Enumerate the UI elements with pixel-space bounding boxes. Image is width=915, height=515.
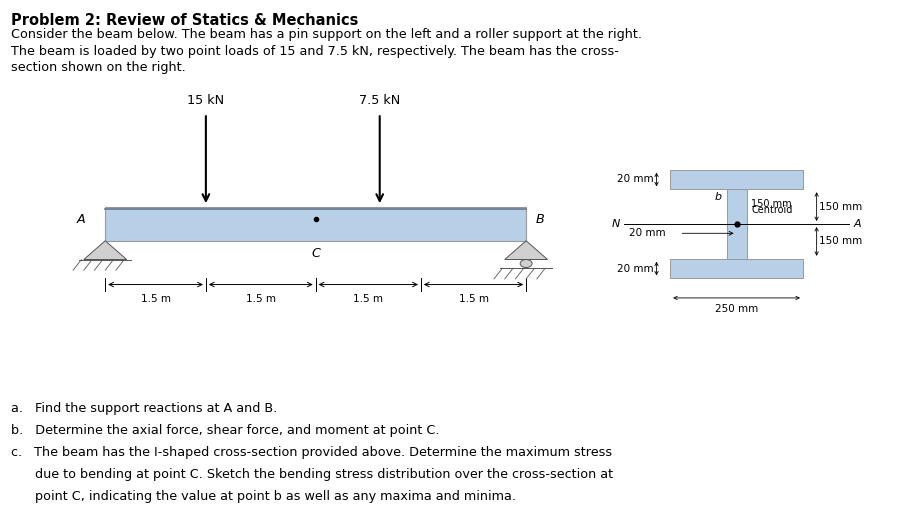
Text: 250 mm: 250 mm	[715, 304, 759, 314]
Text: 150 mm: 150 mm	[751, 199, 791, 209]
Text: B: B	[535, 213, 544, 227]
Text: b: b	[715, 192, 722, 202]
Text: 7.5 kN: 7.5 kN	[359, 94, 401, 107]
Bar	[727, 190, 747, 259]
Text: 15 kN: 15 kN	[188, 94, 224, 107]
Text: Problem 2: Review of Statics & Mechanics: Problem 2: Review of Statics & Mechanics	[11, 13, 359, 28]
Bar	[105, 208, 526, 241]
Text: a.   Find the support reactions at A and B.: a. Find the support reactions at A and B…	[11, 402, 277, 415]
Text: N: N	[611, 219, 620, 229]
Text: b.   Determine the axial force, shear force, and moment at point C.: b. Determine the axial force, shear forc…	[11, 424, 439, 437]
Text: 1.5 m: 1.5 m	[458, 294, 489, 304]
Text: due to bending at point C. Sketch the bending stress distribution over the cross: due to bending at point C. Sketch the be…	[11, 468, 613, 481]
Text: point C, indicating the value at point b as well as any maxima and minima.: point C, indicating the value at point b…	[11, 490, 516, 503]
Text: A: A	[854, 219, 861, 229]
Text: 20 mm: 20 mm	[629, 228, 666, 238]
Text: 150 mm: 150 mm	[820, 236, 863, 246]
Text: 1.5 m: 1.5 m	[246, 294, 275, 304]
Ellipse shape	[520, 260, 533, 268]
Polygon shape	[505, 241, 547, 260]
Text: 1.5 m: 1.5 m	[141, 294, 170, 304]
Text: c.   The beam has the I-shaped cross-section provided above. Determine the maxim: c. The beam has the I-shaped cross-secti…	[11, 446, 612, 459]
Text: 1.5 m: 1.5 m	[353, 294, 383, 304]
Polygon shape	[84, 241, 126, 260]
Text: 20 mm: 20 mm	[617, 264, 653, 273]
Bar	[670, 170, 803, 190]
Text: 150 mm: 150 mm	[820, 202, 863, 212]
Text: The beam is loaded by two point loads of 15 and 7.5 kN, respectively. The beam h: The beam is loaded by two point loads of…	[11, 45, 619, 58]
Bar	[670, 259, 803, 278]
Text: section shown on the right.: section shown on the right.	[11, 61, 186, 74]
Text: Consider the beam below. The beam has a pin support on the left and a roller sup: Consider the beam below. The beam has a …	[11, 28, 642, 41]
Text: Centroid: Centroid	[751, 205, 792, 215]
Text: 20 mm: 20 mm	[617, 175, 653, 184]
Text: C: C	[311, 247, 320, 260]
Text: A: A	[76, 213, 85, 227]
